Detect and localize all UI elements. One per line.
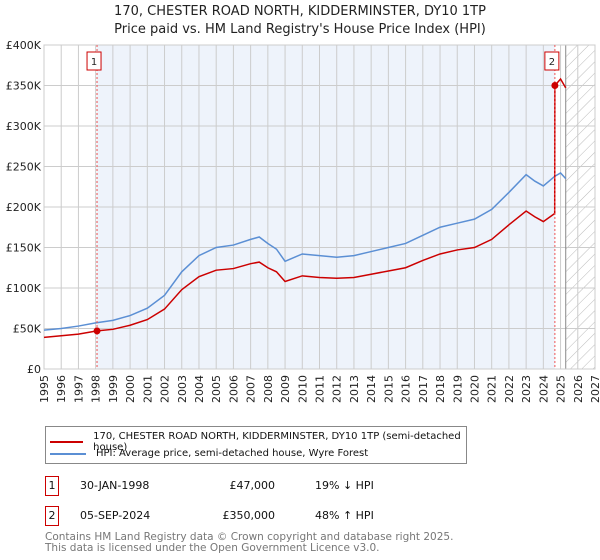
series-line-hpi (43, 172, 567, 331)
sale-point (551, 82, 559, 89)
x-tick-label: 2014 (365, 375, 378, 403)
x-tick-label: 2021 (486, 375, 499, 403)
x-tick-label: 2026 (572, 375, 585, 403)
x-tick-label: 2007 (245, 375, 258, 403)
x-tick-label: 2006 (227, 375, 240, 403)
x-tick-label: 1998 (90, 375, 103, 403)
x-tick-label: 1995 (38, 375, 51, 403)
x-tick-label: 1997 (72, 375, 85, 403)
legend-red-line (50, 441, 84, 443)
x-tick-label: 2011 (314, 375, 327, 403)
sale-marker-1: 1 (45, 476, 59, 496)
y-tick-label: £0 (27, 363, 41, 376)
x-tick-label: 2009 (279, 375, 292, 403)
sale-row: 1 30-JAN-1998 £47,000 19% ↓ HPI (45, 476, 445, 496)
x-tick-label: 2020 (468, 375, 481, 403)
y-tick-label: £400K (6, 39, 42, 52)
series-line-property (43, 77, 567, 339)
y-tick-label: £150K (6, 242, 42, 255)
sale-hpi: 19% ↓ HPI (315, 479, 374, 492)
x-tick-label: 2025 (555, 375, 568, 403)
x-tick-label: 2010 (296, 375, 309, 403)
x-tick-label: 2024 (537, 375, 550, 403)
annotation-box (544, 51, 560, 71)
chart-title: 170, CHESTER ROAD NORTH, KIDDERMINSTER, … (114, 4, 486, 19)
annotation-box (86, 51, 102, 71)
x-tick-label: 2022 (503, 375, 516, 403)
sale-date: 05-SEP-2024 (80, 509, 151, 522)
x-tick-label: 1999 (107, 375, 120, 403)
x-tick-label: 2003 (176, 375, 189, 403)
x-tick-label: 2013 (348, 375, 361, 403)
footer-line: This data is licensed under the Open Gov… (45, 542, 380, 554)
x-tick-label: 2023 (520, 375, 533, 403)
annotation-label: 2 (549, 57, 555, 68)
sale-marker-2: 2 (45, 506, 59, 526)
legend-property: 170, CHESTER ROAD NORTH, KIDDERMINSTER, … (93, 431, 461, 453)
footer-line: Contains HM Land Registry data © Crown c… (45, 531, 454, 543)
x-tick-label: 2015 (382, 375, 395, 403)
x-tick-label: 2002 (159, 375, 172, 403)
x-tick-label: 1996 (55, 375, 68, 403)
x-tick-label: 2017 (417, 375, 430, 403)
sale-price: £350,000 (222, 509, 276, 522)
sale-row: 2 05-SEP-2024 £350,000 48% ↑ HPI (45, 506, 445, 526)
legend-blue-line (50, 452, 86, 455)
y-tick-label: £100K (6, 282, 42, 295)
x-tick-label: 2000 (124, 375, 137, 403)
x-tick-label: 2019 (451, 375, 464, 403)
x-tick-label: 2005 (210, 375, 223, 403)
x-tick-label: 2016 (400, 375, 413, 403)
x-tick-label: 2027 (589, 375, 600, 403)
legend: 170, CHESTER ROAD NORTH, KIDDERMINSTER, … (45, 426, 467, 464)
sale-point (93, 327, 101, 335)
y-tick-label: £300K (6, 120, 42, 133)
x-tick-label: 2004 (193, 375, 206, 403)
sale-price: £47,000 (229, 479, 276, 492)
price-chart: 1995 1996 1997 1998 1999 2000 2001 2002 2003 2004… (6, 39, 600, 403)
x-tick-label: 2001 (141, 375, 154, 403)
y-tick-label: £350K (6, 80, 42, 93)
x-tick-label: 2018 (434, 375, 447, 403)
y-tick-label: £250K (6, 161, 42, 174)
x-tick-label: 2012 (331, 375, 344, 403)
y-tick-label: £200K (6, 201, 42, 214)
plot-border (43, 44, 596, 370)
sale-hpi: 48% ↑ HPI (315, 509, 374, 522)
annotation-label: 1 (91, 57, 97, 68)
footer: Contains HM Land Registry data © Crown c… (45, 532, 453, 554)
x-tick-label: 2008 (262, 375, 275, 403)
sale-date: 30-JAN-1998 (80, 479, 150, 492)
chart-subtitle: Price paid vs. HM Land Registry's House … (114, 22, 486, 37)
legend-hpi: HPI: Average price, semi-detached house,… (96, 448, 369, 459)
y-tick-label: £50K (13, 323, 42, 336)
